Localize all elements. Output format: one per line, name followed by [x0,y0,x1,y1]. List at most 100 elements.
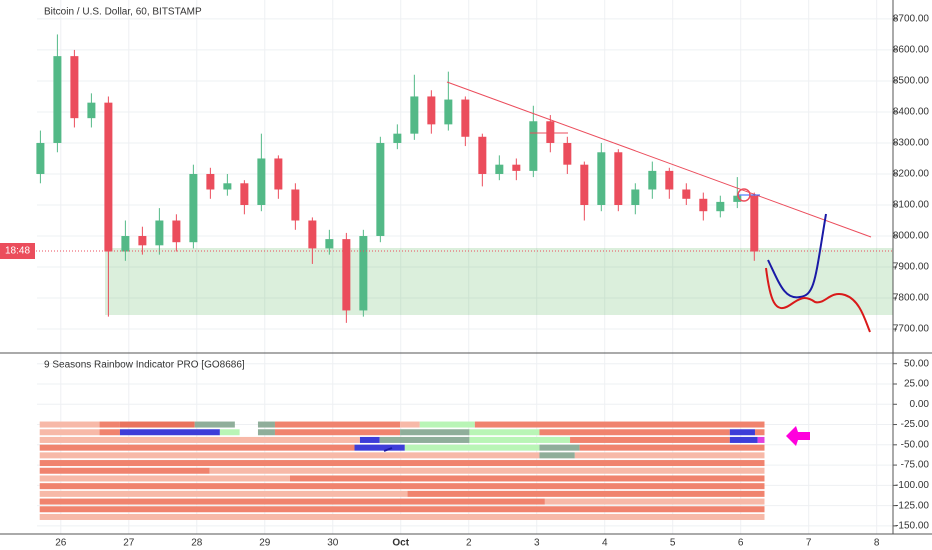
x-tick-label: 7 [806,538,812,549]
candle-body [376,142,385,237]
strip-segment [539,452,575,459]
y-tick-label: -150.00 [895,521,929,532]
candle-body [614,152,623,205]
y-tick-label: 8000.00 [893,231,930,242]
strip-segment [359,436,380,443]
pointer-arrow [786,426,810,446]
x-tick-label: 29 [259,538,271,549]
highlight-circle [737,188,751,202]
candle-body [699,198,708,212]
strip-segment [257,421,275,428]
candle-body [291,189,300,221]
candle-body [70,56,79,119]
countdown-box [0,243,35,259]
y-tick-label: 8400.00 [893,107,930,118]
strip-segment [39,460,765,467]
strip-segment [400,421,420,428]
strip-segment [289,475,765,482]
candle-body [478,136,487,174]
y-tick-label: 7900.00 [893,262,930,273]
y-tick-label: -125.00 [895,500,929,511]
strip-segment [39,483,765,490]
x-tick-label: 2 [466,538,472,549]
strip-segment [39,436,360,443]
strip-segment [400,429,470,436]
candle-body [87,102,96,119]
y-tick-label: 7700.00 [893,324,930,335]
candle-body [580,164,589,205]
x-tick-label: 6 [738,538,744,549]
y-tick-label: 8100.00 [893,200,930,211]
x-tick-label: 4 [602,538,608,549]
strip-segment [39,475,290,482]
strip-segment [469,436,571,443]
strip-segment [39,421,100,428]
strip-segment [729,436,758,443]
x-tick-label: 28 [191,538,203,549]
y-tick-label: 7800.00 [893,293,930,304]
y-tick-label: -50.00 [901,439,930,450]
candle-body [240,183,249,205]
strip-segment [39,452,540,459]
candle-body [682,189,691,199]
candle-body [308,220,317,249]
x-tick-label: 3 [534,538,540,549]
x-tick-label: 27 [123,538,135,549]
strip-segment [39,429,100,436]
candle-body [155,220,164,246]
candle-body [461,99,470,137]
x-tick-label: Oct [392,538,409,549]
candle-body [359,236,368,311]
strip-segment [39,490,408,497]
strip-segment [754,429,765,436]
strip-segment [99,429,120,436]
y-tick-label: 8200.00 [893,169,930,180]
indicator-title: 9 Seasons Rainbow Indicator PRO [GO8686] [44,360,245,371]
y-tick-label: 25.00 [904,379,929,390]
strip-segment [119,429,220,436]
strip-segment [469,429,540,436]
candle-body [138,236,147,246]
y-tick-label: 8500.00 [893,76,930,87]
candle-body [648,170,657,190]
candle-body [546,121,555,143]
x-tick-label: 8 [874,538,880,549]
candle-body [750,195,759,252]
y-tick-label: 8300.00 [893,138,930,149]
strip-segment [579,444,765,451]
projection-up [767,213,827,299]
strip-segment [539,429,730,436]
candle-body [427,96,436,125]
x-tick-label: 5 [670,538,676,549]
candle-body [104,102,113,252]
candle-body [53,56,62,143]
x-tick-label: 26 [55,538,67,549]
candle-body [121,236,130,252]
candle-body [733,195,742,202]
candle-body [410,96,419,134]
strip-segment [39,444,355,451]
candle-body [342,239,351,311]
strip-segment [419,421,475,428]
candle-body [665,170,674,190]
strip-segment [119,421,195,428]
strip-segment [194,421,235,428]
y-tick-label: -25.00 [901,419,930,430]
candle-body [257,158,266,205]
small-stroke [383,447,393,452]
candle-body [393,133,402,143]
y-tick-label: 50.00 [904,358,929,369]
strip-segment [539,444,580,451]
strip-segment [39,498,545,505]
y-tick-label: -100.00 [895,480,929,491]
x-tick-label: 30 [327,538,339,549]
marks [36,34,765,520]
strip-segment [274,421,401,428]
strip-segment [39,513,765,520]
strip-segment [729,429,755,436]
strip-segment [544,498,765,505]
projection-down [765,267,871,333]
strip-segment [574,452,765,459]
candle-body [563,142,572,165]
